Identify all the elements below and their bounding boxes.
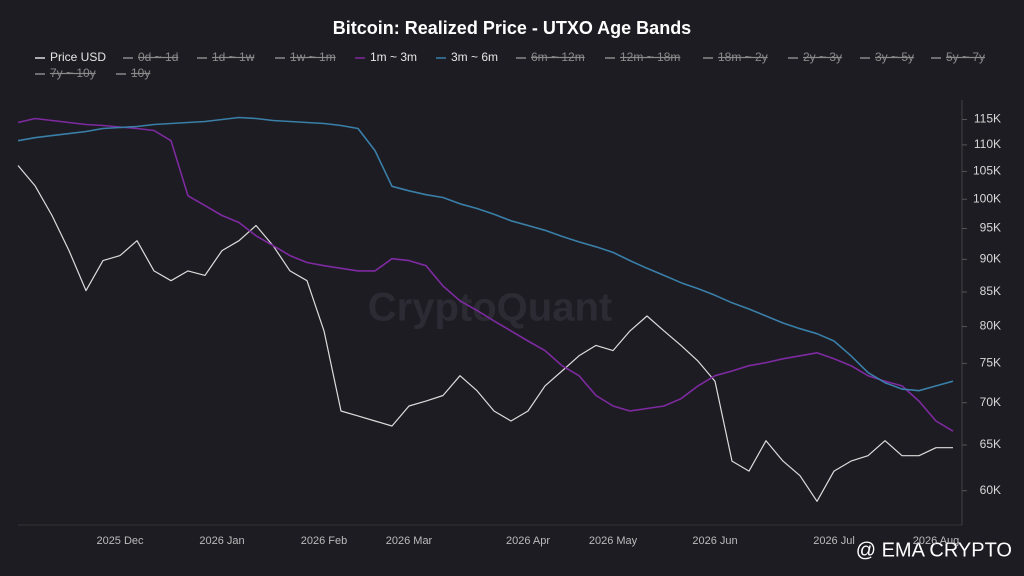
x-tick-label: 2026 Mar [386, 535, 433, 547]
y-tick-label: 85K [980, 284, 1001, 298]
series-line [17, 117, 954, 432]
y-tick-label: 70K [980, 395, 1001, 409]
y-tick-label: 100K [973, 191, 1001, 205]
legend-label: 3y ~ 5y [875, 50, 914, 64]
x-tick-label: 2026 Jul [813, 535, 855, 547]
y-tick-label: 90K [980, 252, 1001, 266]
legend-label: 0d ~ 1d [138, 50, 178, 64]
chart-title: Bitcoin: Realized Price - UTXO Age Bands [333, 18, 691, 38]
y-tick-label: 75K [980, 356, 1001, 370]
legend-label: 1d ~ 1w [212, 50, 255, 64]
x-tick-label: 2026 Jan [199, 535, 244, 547]
y-tick-label: 110K [974, 137, 1001, 151]
legend-label: 7y ~ 10y [50, 66, 96, 80]
y-tick-label: 95K [980, 221, 1001, 235]
series-line [17, 116, 954, 392]
x-tick-label: 2025 Dec [96, 535, 144, 547]
legend-label: 6m ~ 12m [531, 50, 585, 64]
x-tick-label: 2026 Aug [913, 535, 960, 547]
x-tick-label: 2026 Apr [506, 535, 550, 547]
x-tick-label: 2026 May [589, 535, 638, 547]
legend-label: 1w ~ 1m [290, 50, 336, 64]
legend-label: 12m ~ 18m [620, 50, 680, 64]
series-line [17, 165, 953, 502]
credit: @ EMA CRYPTO [856, 539, 1012, 561]
legend-label: 2y ~ 3y [803, 50, 842, 64]
legend-label: 18m ~ 2y [718, 50, 768, 64]
x-tick-label: 2026 Feb [301, 535, 347, 547]
legend-label: 1m ~ 3m [370, 50, 417, 64]
y-tick-label: 105K [973, 164, 1001, 178]
y-tick-label: 115K [974, 112, 1001, 126]
y-tick-label: 65K [980, 437, 1001, 451]
legend-label: 10y [131, 66, 150, 80]
legend-label: Price USD [50, 50, 106, 64]
watermark: CryptoQuant [368, 286, 612, 330]
x-tick-label: 2026 Jun [692, 535, 737, 547]
legend-label: 5y ~ 7y [946, 50, 985, 64]
legend-label: 3m ~ 6m [451, 50, 498, 64]
y-tick-label: 60K [980, 483, 1001, 497]
y-tick-label: 80K [980, 319, 1001, 333]
